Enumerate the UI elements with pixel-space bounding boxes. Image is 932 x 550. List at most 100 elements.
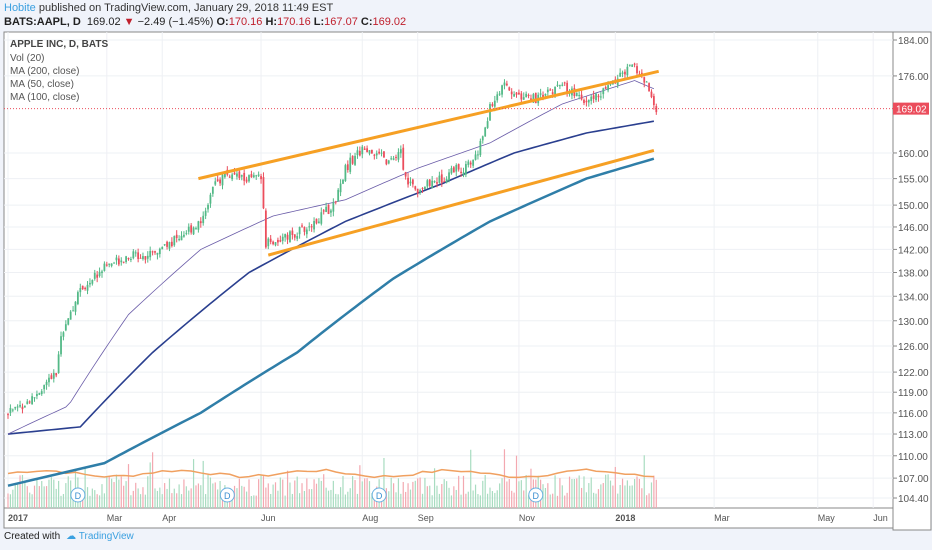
dividend-marker[interactable] bbox=[528, 487, 544, 503]
candle-body bbox=[551, 92, 554, 95]
volume-bar bbox=[330, 489, 332, 508]
volume-bar bbox=[597, 489, 600, 508]
candle-body bbox=[16, 406, 19, 408]
change: −2.49 (−1.45%) bbox=[137, 16, 214, 28]
legend-ma50[interactable]: MA (50, close) bbox=[10, 79, 74, 90]
trendline-lower[interactable] bbox=[267, 148, 655, 257]
close-value: 169.02 bbox=[372, 16, 407, 28]
dividend-marker[interactable] bbox=[219, 487, 235, 503]
volume-bar bbox=[279, 477, 281, 508]
candle-body bbox=[105, 264, 108, 266]
volume-bar bbox=[515, 455, 518, 508]
candle-body bbox=[168, 242, 171, 249]
candle-body bbox=[9, 407, 12, 413]
volume-bar bbox=[260, 475, 262, 508]
volume-bar bbox=[638, 478, 641, 508]
volume-bar bbox=[409, 489, 412, 508]
candle-body bbox=[74, 301, 77, 312]
candle-body bbox=[308, 226, 311, 228]
time-axis[interactable] bbox=[3, 507, 894, 529]
candle-body bbox=[33, 397, 36, 399]
candle-body bbox=[452, 167, 455, 173]
candle-body bbox=[604, 87, 607, 89]
trendline-upper[interactable] bbox=[198, 69, 660, 181]
volume-bar bbox=[118, 479, 120, 508]
legend-ma100[interactable]: MA (100, close) bbox=[10, 92, 80, 103]
candle-body bbox=[636, 66, 638, 74]
volume-bar bbox=[501, 478, 503, 508]
volume-bar bbox=[103, 493, 105, 508]
candle-body bbox=[240, 175, 243, 177]
candle-body bbox=[293, 234, 296, 238]
candle-body bbox=[238, 171, 241, 178]
candle-body bbox=[122, 261, 125, 263]
volume-bar bbox=[33, 485, 36, 508]
candle-body bbox=[332, 202, 335, 212]
volume-bar bbox=[525, 475, 527, 508]
candle-body bbox=[291, 230, 294, 235]
legend-ma200[interactable]: MA (200, close) bbox=[10, 66, 80, 77]
candle-body bbox=[264, 210, 267, 248]
volume-bar bbox=[453, 486, 455, 508]
volume-bar bbox=[576, 478, 578, 508]
candle-body bbox=[525, 93, 528, 97]
price-tick-label: 155.00 bbox=[898, 175, 929, 186]
candle-body bbox=[402, 147, 405, 170]
dividend-marker[interactable] bbox=[70, 487, 86, 503]
volume-bar bbox=[371, 493, 373, 508]
candle-body bbox=[79, 288, 82, 293]
candle-body bbox=[113, 262, 115, 264]
volume-bar bbox=[245, 491, 248, 508]
candle-body bbox=[373, 154, 376, 156]
volume-bar bbox=[299, 493, 301, 508]
volume-bar bbox=[431, 495, 433, 508]
price-tick-label: 134.00 bbox=[898, 292, 929, 303]
candle-body bbox=[60, 336, 62, 355]
candle-body bbox=[436, 182, 438, 184]
candle-body bbox=[421, 187, 424, 189]
tradingview-logo[interactable]: ☁ TradingView bbox=[66, 531, 134, 542]
volume-bar bbox=[250, 495, 253, 508]
publish-info: Hobite published on TradingView.com, Jan… bbox=[4, 2, 333, 14]
volume-bar bbox=[446, 481, 448, 508]
candle-body bbox=[7, 414, 9, 416]
volume-bar bbox=[641, 488, 643, 508]
candle-body bbox=[301, 225, 303, 227]
price-tick-label: 150.00 bbox=[898, 201, 929, 212]
candle-body bbox=[236, 173, 238, 177]
volume-bar bbox=[479, 495, 481, 508]
candle-body bbox=[411, 179, 414, 185]
candle-body bbox=[64, 324, 67, 331]
candle-body bbox=[395, 156, 397, 158]
legend-vol[interactable]: Vol (20) bbox=[10, 53, 45, 64]
volume-bar bbox=[323, 474, 325, 508]
time-tick-label: Jun bbox=[261, 513, 276, 523]
candle-body bbox=[250, 174, 253, 178]
plot-area[interactable] bbox=[3, 31, 894, 509]
candle-body bbox=[448, 172, 450, 181]
candle-body bbox=[115, 257, 118, 261]
candle-body bbox=[103, 263, 106, 271]
author-link[interactable]: Hobite bbox=[4, 2, 36, 14]
candle-body bbox=[313, 221, 315, 230]
volume-bar bbox=[503, 449, 506, 508]
volume-bar bbox=[643, 455, 645, 508]
candle-body bbox=[556, 84, 559, 86]
volume-bar bbox=[164, 483, 166, 508]
volume-bar bbox=[568, 476, 571, 508]
candle-body bbox=[522, 97, 525, 100]
candle-body bbox=[11, 409, 14, 411]
volume-bar bbox=[272, 484, 274, 508]
volume-bar bbox=[149, 462, 151, 508]
candle-body bbox=[38, 393, 41, 395]
candle-body bbox=[590, 96, 593, 101]
price-axis[interactable] bbox=[892, 31, 932, 531]
dividend-marker[interactable] bbox=[371, 487, 387, 503]
candle-body bbox=[317, 221, 320, 224]
volume-bar bbox=[132, 490, 134, 508]
candle-body bbox=[277, 239, 279, 243]
candle-body bbox=[549, 89, 552, 91]
volume-bar bbox=[605, 474, 607, 508]
volume-bar bbox=[566, 492, 568, 508]
